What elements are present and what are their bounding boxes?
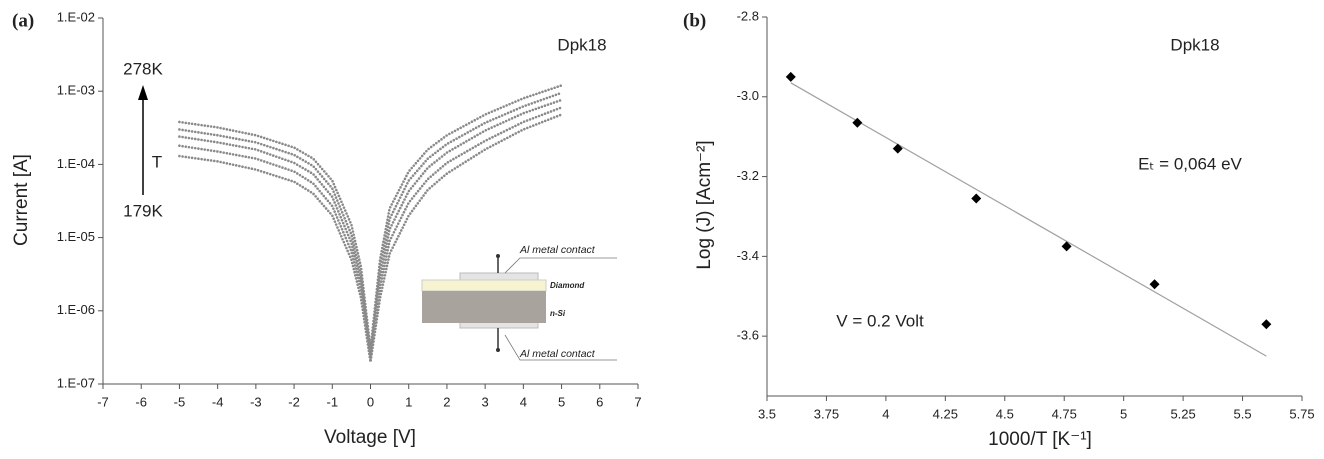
x-axis-title: 1000/T [K⁻¹] [988, 429, 1092, 450]
x-tick-label: 1 [405, 394, 412, 409]
data-point [1061, 241, 1072, 252]
y-tick-label: -3.2 [737, 168, 759, 183]
x-tick-label: 3.75 [814, 406, 839, 421]
annotation: Dpk18 [557, 35, 606, 54]
x-tick-label: 7 [634, 394, 641, 409]
x-tick-label: -2 [288, 394, 300, 409]
x-tick-label: 4 [520, 394, 527, 409]
y-tick-label: 1.E-03 [57, 83, 95, 98]
y-tick-label: -3.4 [737, 248, 759, 263]
data-point [1149, 279, 1160, 290]
x-tick-label: 4.5 [996, 406, 1014, 421]
y-tick-label: 1.E-02 [57, 9, 95, 24]
y-axis-title: Log (J) [Acm⁻²] [694, 140, 715, 269]
x-tick-label: 4.25 [933, 406, 958, 421]
annotation: n-Si [550, 309, 566, 318]
y-tick-label: 1.E-06 [57, 302, 95, 317]
iv-curve [178, 113, 563, 363]
x-tick-label: 4.75 [1052, 406, 1077, 421]
y-tick-label: -2.8 [737, 8, 759, 23]
x-axis-title: Voltage [V] [324, 427, 416, 448]
x-tick-label: 5.5 [1234, 406, 1252, 421]
panel-label: (b) [683, 10, 706, 31]
annotation: 278K [123, 59, 163, 78]
x-tick-label: -5 [174, 394, 186, 409]
y-tick-label: -3.0 [737, 88, 759, 103]
x-tick-label: 2 [443, 394, 450, 409]
x-tick-label: 5.75 [1289, 406, 1314, 421]
x-tick-label: -1 [327, 394, 339, 409]
annotation: Dpk18 [1170, 35, 1219, 54]
panel-label: (a) [12, 10, 34, 31]
x-tick-label: -4 [212, 394, 224, 409]
x-tick-label: 4 [882, 406, 889, 421]
annotation: Diamond [550, 281, 585, 290]
y-tick-label: 1.E-05 [57, 229, 95, 244]
annotation: T [152, 152, 162, 171]
x-tick-label: -6 [135, 394, 147, 409]
fit-line [790, 82, 1267, 357]
device-diagram [421, 254, 617, 361]
data-point [971, 193, 982, 204]
data-point [892, 143, 903, 154]
x-tick-label: 5 [1120, 406, 1127, 421]
annotation: Al metal contact [519, 348, 596, 360]
x-tick-label: 0 [367, 394, 374, 409]
x-tick-label: 5 [558, 394, 565, 409]
y-tick-label: 1.E-04 [57, 156, 95, 171]
annotation: V = 0.2 Volt [836, 311, 924, 330]
y-axis-title: Current [A] [11, 154, 32, 246]
x-tick-label: 3 [482, 394, 489, 409]
y-tick-label: -3.6 [737, 328, 759, 343]
data-point [785, 71, 796, 82]
x-tick-label: -7 [97, 394, 109, 409]
data-point [1261, 319, 1272, 330]
annotation: 179K [123, 201, 163, 220]
y-tick-label: 1.E-07 [57, 375, 95, 390]
temperature-arrow [138, 85, 148, 195]
data-point [852, 117, 863, 128]
x-tick-label: 5.25 [1170, 406, 1195, 421]
annotation: Eₜ = 0,064 eV [1138, 154, 1242, 173]
x-tick-label: -3 [250, 394, 262, 409]
annotation: Al metal contact [519, 244, 596, 256]
x-tick-label: 3.5 [758, 406, 776, 421]
x-tick-label: 6 [596, 394, 603, 409]
